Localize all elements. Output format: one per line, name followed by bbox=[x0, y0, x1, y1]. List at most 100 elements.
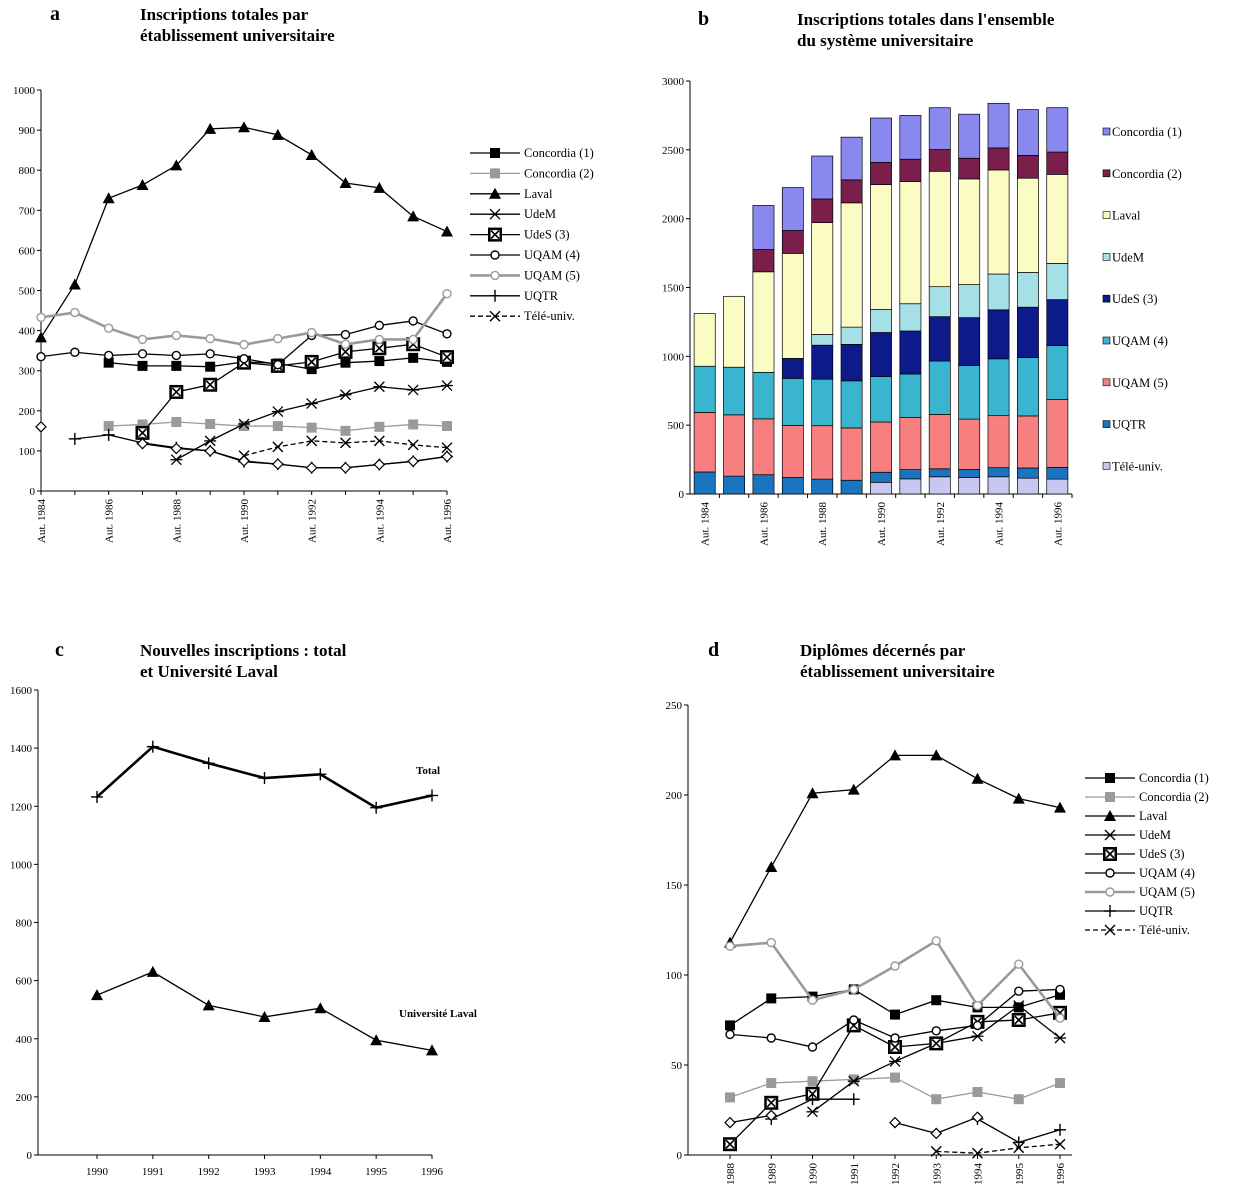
chart-a-data-point bbox=[441, 442, 453, 454]
chart-b-legend-swatch bbox=[1102, 127, 1111, 136]
chart-b-legend-swatch bbox=[1102, 253, 1111, 261]
chart-b-y-tick-label: 0 bbox=[679, 489, 685, 501]
chart-a-data-point bbox=[374, 421, 385, 432]
chart-d-data-point bbox=[971, 1030, 984, 1042]
chart-a-data-point bbox=[171, 350, 182, 361]
chart-b-bar-segment bbox=[987, 147, 1010, 171]
chart-b-bar-segment bbox=[928, 360, 951, 415]
chart-d-data-point bbox=[849, 984, 859, 995]
chart-b-bar-segment bbox=[958, 178, 981, 285]
chart-d-x-tick-label: 1990 bbox=[808, 1163, 820, 1186]
chart-b-bar-segment bbox=[693, 412, 716, 473]
chart-c-y-tick-label: 1400 bbox=[10, 743, 33, 755]
chart-b-legend-entry: Concordia (2) bbox=[1102, 167, 1182, 181]
chart-d-legend-label: UQAM (4) bbox=[1139, 866, 1195, 880]
chart-b-legend-entry: Concordia (1) bbox=[1102, 125, 1182, 139]
chart-a-legend-entry: Concordia (1) bbox=[470, 146, 594, 160]
chart-b-bar-segment bbox=[870, 332, 892, 377]
chart-b-bar-segment bbox=[781, 477, 804, 495]
chart-b: 0 500 1000 1500 2000 2500 3000 Aut. 1984 Aut. 19… bbox=[662, 76, 1182, 546]
chart-a-data-point bbox=[306, 327, 317, 338]
chart-b-bar-segment bbox=[781, 378, 804, 426]
chart-d-data-point bbox=[807, 1042, 818, 1052]
chart-b-bar-segment bbox=[987, 467, 1010, 478]
chart-b-bar-segment bbox=[870, 471, 892, 483]
chart-a-data-point bbox=[103, 350, 114, 361]
chart-b-bar-segment bbox=[781, 253, 804, 359]
chart-a-data-point bbox=[136, 437, 149, 450]
chart-b-legend-entry: UQAM (5) bbox=[1102, 376, 1168, 390]
chart-d-x-tick-label: 1988 bbox=[725, 1163, 737, 1186]
chart-a-data-point bbox=[441, 380, 453, 391]
chart-a-legend-entry: UQAM (4) bbox=[470, 248, 580, 262]
chart-d-legend-marker bbox=[1104, 810, 1116, 821]
chart-b-y-tick-label: 500 bbox=[668, 420, 685, 432]
chart-d-legend-label: UQAM (5) bbox=[1139, 885, 1195, 899]
chart-a-series-t-l-univ bbox=[238, 435, 453, 462]
chart-b-bar-segment bbox=[987, 415, 1010, 469]
chart-b-legend-label: Concordia (2) bbox=[1112, 167, 1182, 181]
chart-b-bar-segment bbox=[928, 286, 951, 318]
chart-a-data-point bbox=[374, 334, 385, 345]
chart-a-legend-entry: Laval bbox=[470, 187, 553, 201]
chart-c: 0 200 400 600 800 1000 1200 1400 1600 1990 1991 199… bbox=[10, 685, 477, 1178]
chart-d-y-tick-label: 0 bbox=[677, 1150, 683, 1162]
chart-b-bar-segment bbox=[928, 468, 951, 478]
chart-d-data-point bbox=[725, 1092, 735, 1103]
chart-a-data-point bbox=[373, 435, 385, 447]
chart-a-x-tick-label: Aut. 1996 bbox=[442, 499, 454, 544]
chart-d-series-uqam-4 bbox=[725, 984, 1065, 1052]
chart-c-x-tick-label: 1991 bbox=[142, 1166, 164, 1178]
chart-a-data-point bbox=[271, 458, 284, 470]
chart-b-legend-swatch bbox=[1102, 420, 1111, 428]
chart-b-bar-segment bbox=[870, 117, 892, 163]
chart-b-x-tick-label: Aut. 1992 bbox=[935, 502, 947, 546]
chart-d-data-point bbox=[889, 749, 901, 761]
chart-a-legend-marker bbox=[489, 310, 501, 322]
chart-a-data-point bbox=[136, 179, 149, 191]
chart-b-legend-swatch bbox=[1102, 462, 1111, 470]
chart-a-legend-label: Laval bbox=[524, 187, 553, 201]
chart-a-data-point bbox=[171, 417, 182, 428]
chart-b-bar-segment bbox=[958, 157, 981, 180]
chart-d-data-point bbox=[930, 1127, 943, 1140]
chart-b-bar-segment bbox=[1046, 173, 1069, 264]
chart-b-bar-segment bbox=[693, 313, 716, 367]
chart-d-series-concordia-2 bbox=[725, 1072, 1065, 1105]
chart-a-x-tick-label: Aut. 1992 bbox=[307, 499, 319, 543]
chart-d-data-point bbox=[890, 1009, 900, 1020]
chart-a-legend-marker bbox=[490, 148, 500, 158]
chart-a-legend-label: Télé-univ. bbox=[524, 309, 575, 323]
chart-b-bar-segment bbox=[899, 303, 922, 332]
chart-a-data-point bbox=[304, 354, 319, 369]
chart-d-series-line bbox=[729, 1114, 772, 1124]
chart-a-data-point bbox=[271, 406, 284, 418]
chart-c-series-label-laval: Université Laval bbox=[399, 1008, 477, 1020]
chart-d-data-point bbox=[806, 1106, 819, 1118]
chart-d-legend-entry: Concordia (2) bbox=[1085, 790, 1209, 804]
chart-b-legend-label: UdeM bbox=[1112, 250, 1144, 264]
chart-d-data-point bbox=[1013, 1142, 1025, 1154]
chart-a-data-point bbox=[408, 352, 419, 363]
chart-a-y-tick-label: 700 bbox=[19, 205, 36, 217]
chart-a-data-point bbox=[103, 357, 114, 368]
chart-c-data-point bbox=[91, 989, 103, 1001]
chart-d-data-point bbox=[889, 1116, 901, 1129]
chart-b-bar-segment bbox=[958, 365, 981, 420]
chart-b-y-tick-label: 1000 bbox=[662, 351, 685, 363]
chart-d-data-point bbox=[1055, 984, 1065, 995]
chart-a-series-concordia-2 bbox=[103, 417, 452, 436]
chart-d-legend-label: Concordia (2) bbox=[1139, 790, 1209, 804]
chart-a-series-unnamed bbox=[35, 420, 453, 474]
chart-d-data-point bbox=[931, 936, 941, 946]
chart-a-data-point bbox=[442, 421, 452, 432]
chart-c-data-point bbox=[314, 768, 327, 781]
chart-d-data-point bbox=[1014, 959, 1024, 969]
chart-d-data-point bbox=[806, 1093, 819, 1106]
chart-d-legend-label: UdeM bbox=[1139, 828, 1171, 842]
chart-b-bar-segment bbox=[870, 309, 892, 333]
chart-a-data-point bbox=[204, 445, 217, 457]
chart-a-y-tick-label: 600 bbox=[19, 245, 36, 257]
chart-b-legend-entry: UQTR bbox=[1102, 418, 1147, 432]
chart-b-bar-segment bbox=[899, 181, 922, 305]
